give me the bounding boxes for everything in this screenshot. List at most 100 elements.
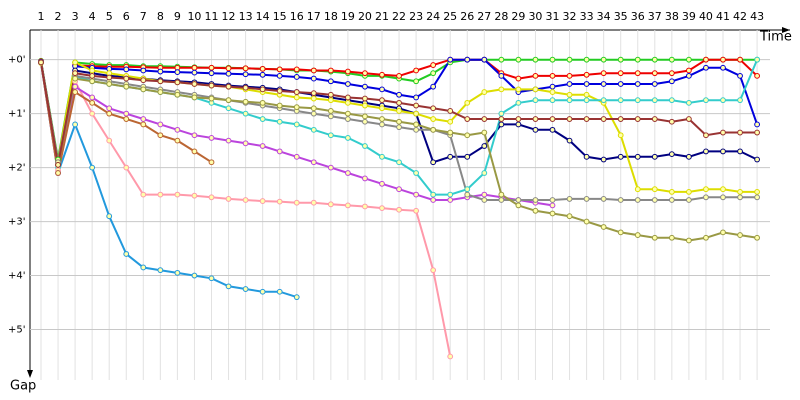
- lap-marker: [89, 72, 96, 79]
- lap-marker: [686, 56, 692, 63]
- lap-marker: [123, 83, 130, 90]
- lap-marker: [396, 99, 402, 106]
- lap-marker: [566, 91, 573, 98]
- x-tick-label: 24: [426, 10, 440, 23]
- lap-marker: [532, 197, 539, 203]
- lap-marker: [396, 206, 402, 213]
- lap-marker: [430, 83, 437, 90]
- lap-marker: [720, 229, 726, 236]
- lap-marker: [447, 353, 454, 360]
- lap-marker: [549, 83, 556, 90]
- lap-marker: [276, 88, 283, 94]
- lap-marker: [106, 74, 113, 81]
- lap-marker: [413, 126, 420, 133]
- lap-marker: [430, 116, 437, 122]
- lap-marker: [242, 110, 249, 117]
- x-tick-label: 17: [307, 10, 321, 23]
- lap-marker: [379, 116, 385, 122]
- lap-marker: [174, 126, 181, 133]
- lap-marker: [72, 89, 78, 95]
- lap-marker: [754, 129, 760, 136]
- lap-marker: [703, 132, 709, 139]
- lap-marker: [583, 153, 590, 160]
- x-tick-label: 11: [205, 10, 219, 23]
- lap-marker: [686, 153, 692, 160]
- lap-marker: [55, 170, 61, 176]
- x-tick-label: 31: [546, 10, 560, 23]
- lap-marker: [208, 70, 215, 77]
- lap-marker: [345, 135, 351, 141]
- lap-marker: [737, 189, 743, 195]
- x-tick-label: 33: [580, 10, 594, 23]
- lap-marker: [566, 97, 573, 104]
- x-tick-label: 37: [648, 10, 662, 23]
- y-tick-label: +2': [8, 163, 26, 174]
- lap-marker: [242, 84, 249, 91]
- lap-marker: [668, 70, 675, 77]
- lap-marker: [310, 105, 317, 112]
- x-tick-label: 27: [477, 10, 491, 23]
- lap-marker: [686, 99, 692, 106]
- lap-marker: [498, 191, 505, 198]
- lap-marker: [123, 75, 130, 82]
- lap-marker: [464, 99, 471, 106]
- lap-marker: [310, 75, 317, 82]
- lap-marker: [515, 121, 522, 128]
- lap-marker: [191, 64, 198, 71]
- lap-marker: [634, 56, 641, 63]
- lap-marker: [242, 98, 249, 105]
- lap-marker: [686, 237, 692, 244]
- lap-marker: [447, 153, 454, 160]
- lap-marker: [72, 75, 78, 82]
- lap-marker: [259, 288, 266, 295]
- lap-marker: [549, 56, 556, 63]
- x-tick-label: 36: [631, 10, 645, 23]
- x-tick-label: 28: [494, 10, 508, 23]
- lap-marker: [191, 192, 198, 199]
- lap-marker: [464, 191, 471, 198]
- lap-marker: [515, 202, 522, 209]
- lap-marker: [157, 191, 164, 198]
- lap-marker: [293, 89, 300, 95]
- lap-marker: [634, 232, 641, 238]
- lap-marker: [225, 283, 232, 290]
- lap-marker: [532, 97, 539, 104]
- lap-marker: [174, 69, 181, 75]
- lap-marker: [720, 56, 726, 63]
- x-tick-label: 20: [358, 10, 372, 23]
- lap-marker: [310, 67, 317, 74]
- lap-marker: [447, 191, 454, 198]
- lap-marker: [208, 275, 215, 282]
- x-tick-label: 8: [157, 10, 164, 23]
- lap-marker: [549, 210, 556, 217]
- lap-marker: [447, 129, 454, 136]
- lap-marker: [327, 201, 334, 208]
- lap-marker: [720, 194, 726, 201]
- lap-marker: [617, 116, 624, 122]
- lap-marker: [89, 67, 96, 74]
- lap-marker: [379, 105, 385, 112]
- x-tick-label: 9: [174, 10, 181, 23]
- x-tick-label: 32: [563, 10, 577, 23]
- lap-marker: [276, 72, 283, 79]
- lap-marker: [703, 56, 709, 63]
- lap-marker: [38, 59, 44, 66]
- lap-marker: [566, 81, 573, 87]
- lap-marker: [464, 132, 471, 139]
- lap-marker: [362, 102, 368, 109]
- lap-marker: [191, 148, 198, 155]
- lap-marker: [498, 116, 505, 122]
- lap-marker: [345, 170, 351, 176]
- lap-marker: [293, 121, 300, 128]
- lap-marker: [242, 286, 249, 292]
- lap-marker: [737, 194, 743, 201]
- lap-marker: [583, 71, 590, 78]
- lap-marker: [720, 186, 726, 193]
- lap-marker: [345, 68, 351, 75]
- lap-marker: [515, 197, 522, 203]
- lap-marker: [362, 118, 368, 125]
- lap-marker: [600, 97, 607, 104]
- lap-marker: [362, 83, 368, 90]
- lap-marker: [396, 124, 402, 131]
